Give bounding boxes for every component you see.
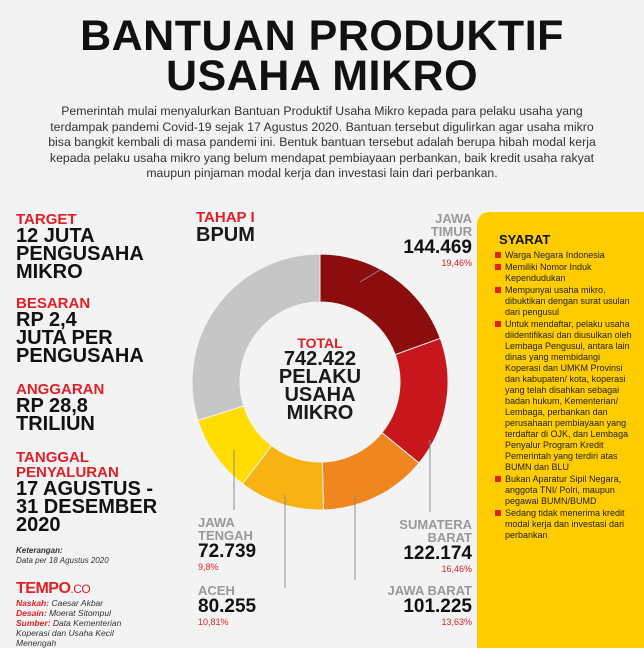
donut-slice-lainnya	[191, 253, 321, 421]
brand-suffix: .CO	[70, 582, 91, 596]
note-text: Data per 18 Agustus 2020	[16, 556, 109, 565]
syarat-item: Mempunyai usaha mikro, dibuktikan dengan…	[495, 285, 635, 318]
credit-value: Moerat Sitompul	[49, 608, 111, 618]
label-jawa-tengah: JAWA TENGAH 72.739 9,8%	[198, 516, 308, 573]
province-value: 144.469	[403, 237, 472, 258]
label-aceh: ACEH 80.255 10,81%	[198, 584, 308, 628]
syarat-item: Memiliki Nomor Induk Kependudukan	[495, 262, 635, 284]
stat-tanggal: TANGGAL PENYALURAN 17 AGUSTUS - 31 DESEM…	[16, 449, 206, 536]
province-name: SUMATERA BARAT	[399, 517, 472, 545]
stat-value: 12 JUTA PENGUSAHA MIKRO	[16, 225, 144, 283]
label-jawa-timur: JAWA TIMUR 144.469 19,46%	[360, 212, 472, 269]
title-line-1: BANTUAN PRODUKTIF	[80, 12, 564, 60]
tempo-logo: TEMPO.CO	[16, 580, 91, 598]
stat-label: TANGGAL PENYALURAN	[16, 449, 119, 481]
stat-value: RP 2,4 JUTA PER PENGUSAHA	[16, 309, 144, 367]
province-name: JAWA TENGAH	[198, 515, 253, 543]
credit-value: Data Kementerian Koperasi dan Usaha Keci…	[16, 618, 122, 648]
donut-chart	[191, 253, 449, 511]
total-value: 742.422 PELAKU USAHA MIKRO	[278, 348, 362, 424]
donut-center: TOTAL 742.422 PELAKU USAHA MIKRO	[255, 335, 385, 424]
tahap: TAHAP I BPUM	[196, 210, 255, 245]
syarat-panel: SYARAT Warga Negara Indonesia Memiliki N…	[477, 212, 644, 648]
syarat-list: Warga Negara Indonesia Memiliki Nomor In…	[495, 250, 635, 542]
stat-besaran: BESARAN RP 2,4 JUTA PER PENGUSAHA	[16, 295, 206, 367]
stat-anggaran: ANGGARAN RP 28,8 TRILIUN	[16, 381, 206, 435]
intro-paragraph: Pemerintah mulai menyalurkan Bantuan Pro…	[48, 104, 596, 180]
syarat-item: Untuk mendaftar, pelaku usaha diidentifi…	[495, 319, 635, 473]
province-percent: 13,63%	[441, 617, 472, 627]
note: Keterangan: Data per 18 Agustus 2020	[16, 546, 109, 566]
stat-label: BESARAN	[16, 295, 91, 312]
label-jawa-barat: JAWA BARAT 101.225 13,63%	[340, 583, 473, 628]
province-value: 72.739	[198, 541, 257, 562]
province-percent: 16,46%	[441, 564, 472, 574]
brand-name: TEMPO	[16, 580, 71, 597]
province-value: 122.174	[403, 543, 472, 564]
title-line-2: USAHA MIKRO	[165, 52, 479, 100]
syarat-item: Sedang tidak menerima kredit modal kerja…	[495, 508, 635, 541]
stat-label: ANGGARAN	[16, 381, 105, 398]
province-name: ACEH	[198, 583, 235, 598]
label-sumatera-barat: SUMATERA BARAT 122.174 16,46%	[345, 518, 472, 575]
credit-key: Sumber:	[16, 618, 51, 628]
province-percent: 19,46%	[441, 258, 472, 268]
province-value: 101.225	[403, 596, 472, 617]
credits: Naskah: Caesar Akbar Desain: Moerat Sito…	[16, 598, 136, 648]
stat-target: TARGET 12 JUTA PENGUSAHA MIKRO	[16, 211, 206, 283]
tahap-value: BPUM	[196, 224, 255, 246]
province-value: 80.255	[198, 596, 257, 617]
stat-label: TARGET	[16, 211, 77, 228]
syarat-item: Warga Negara Indonesia	[495, 250, 635, 261]
credit-value: Caesar Akbar	[51, 598, 104, 608]
province-percent: 9,8%	[198, 562, 219, 572]
syarat-title: SYARAT	[499, 232, 551, 247]
credit-key: Desain:	[16, 608, 47, 618]
total-label: TOTAL	[297, 335, 343, 351]
stat-value: 17 AGUSTUS - 31 DESEMBER 2020	[16, 478, 158, 536]
credit-key: Naskah:	[16, 598, 50, 608]
syarat-item: Bukan Aparatur Sipil Negara, anggota TNI…	[495, 474, 635, 507]
province-name: JAWA TIMUR	[430, 211, 472, 239]
note-label: Keterangan:	[16, 546, 63, 555]
tahap-label: TAHAP I	[196, 209, 255, 226]
province-name: JAWA BARAT	[387, 583, 473, 598]
province-percent: 10,81%	[198, 617, 229, 627]
leader-line-jatim	[359, 269, 381, 283]
stat-value: RP 28,8 TRILIUN	[16, 395, 95, 435]
